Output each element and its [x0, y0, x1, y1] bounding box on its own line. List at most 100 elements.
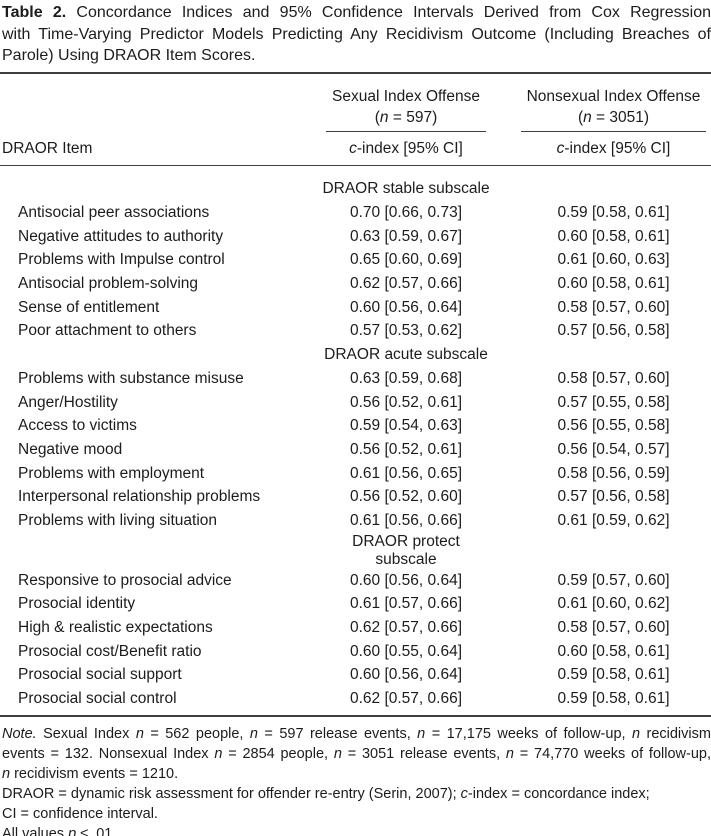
table-row: Problems with substance misuse 0.63 [0.5… — [0, 367, 711, 391]
item-label: Negative attitudes to authority — [18, 227, 224, 245]
item-label: Sense of entitlement — [18, 298, 160, 316]
table-row: Anger/Hostility 0.56 [0.52, 0.61] 0.57 [… — [0, 391, 711, 415]
cindex-nonsexual: 0.59 [0.58, 0.61] — [557, 666, 670, 684]
note-line: DRAOR = dynamic risk assessment for offe… — [2, 785, 650, 802]
cindex-sexual: 0.56 [0.52, 0.61] — [349, 440, 463, 458]
subscale-heading-row: DRAOR stable subscale — [0, 178, 711, 202]
table-row: Antisocial problem-solving 0.62 [0.57, 0… — [0, 272, 711, 296]
item-label: Prosocial identity — [18, 595, 136, 613]
cindex-sexual: 0.63 [0.59, 0.68] — [349, 369, 463, 387]
item-label: Interpersonal relationship problems — [18, 488, 261, 506]
cindex-sexual: 0.59 [0.54, 0.63] — [349, 417, 463, 435]
item-label: Anger/Hostility — [18, 393, 118, 411]
item-label: Problems with substance misuse — [18, 369, 244, 387]
column-header-cindex-nonsexual: c-index [95% CI] — [491, 131, 711, 166]
item-label: Access to victims — [18, 417, 137, 435]
cindex-nonsexual: 0.58 [0.56, 0.59] — [557, 464, 670, 482]
cindex-sexual: 0.63 [0.59, 0.67] — [349, 227, 463, 245]
cindex-sexual: 0.57 [0.53, 0.62] — [349, 322, 463, 340]
cindex-nonsexual: 0.59 [0.57, 0.60] — [557, 571, 670, 589]
table-row: Negative mood 0.56 [0.52, 0.61] 0.56 [0.… — [0, 438, 711, 462]
table-row: Prosocial social support 0.60 [0.56, 0.6… — [0, 664, 711, 688]
caption-line: with Time-Varying Predictor Models Predi… — [2, 25, 711, 43]
column-group-header-row: Sexual Index Offense (n = 597) Nonsexual… — [0, 73, 711, 132]
cindex-nonsexual: 0.56 [0.54, 0.57] — [557, 440, 670, 458]
cindex-sexual: 0.62 [0.57, 0.66] — [349, 690, 463, 708]
column-header-row: DRAOR Item c-index [95% CI] c-index [95%… — [0, 131, 711, 166]
cindex-nonsexual: 0.58 [0.57, 0.60] — [557, 619, 670, 637]
table-row: Prosocial social control 0.62 [0.57, 0.6… — [0, 687, 711, 711]
col-group-title: Sexual Index Offense — [332, 87, 480, 105]
col-group-title: Nonsexual Index Offense — [526, 87, 701, 105]
item-label: Antisocial peer associations — [18, 204, 210, 222]
note-line: n recidivism events = 1210. — [2, 765, 179, 782]
table-row: Problems with living situation 0.61 [0.5… — [0, 509, 711, 533]
table-row: Problems with Impulse control 0.65 [0.60… — [0, 249, 711, 273]
table-row: High & realistic expectations 0.62 [0.57… — [0, 616, 711, 640]
cindex-sexual: 0.61 [0.56, 0.66] — [349, 511, 463, 529]
spacer-row — [0, 711, 711, 716]
table-row: Prosocial identity 0.61 [0.57, 0.66] 0.6… — [0, 593, 711, 617]
item-label: Antisocial problem-solving — [18, 275, 199, 293]
caption-line: Table 2. Concordance Indices and 95% Con… — [2, 4, 711, 21]
subscale-heading: DRAOR acute subscale — [324, 346, 488, 364]
note-line: CI = confidence interval. — [2, 805, 158, 822]
cindex-sexual: 0.62 [0.57, 0.66] — [349, 619, 463, 637]
subscale-heading-row: DRAOR acute subscale — [0, 343, 711, 367]
col-group-n: (n = 597) — [374, 108, 438, 126]
item-label: Problems with living situation — [18, 511, 218, 529]
table-row: Negative attitudes to authority 0.63 [0.… — [0, 225, 711, 249]
table-row: Access to victims 0.59 [0.54, 0.63] 0.56… — [0, 414, 711, 438]
subscale-heading-row: DRAOR protect subscale — [0, 533, 711, 569]
table-row: Prosocial cost/Benefit ratio 0.60 [0.55,… — [0, 640, 711, 664]
subscale-heading: DRAOR protect subscale — [352, 532, 460, 568]
caption-line: Parole) Using DRAOR Item Scores. — [2, 47, 256, 64]
cindex-nonsexual: 0.61 [0.59, 0.62] — [557, 511, 670, 529]
cindex-sexual: 0.65 [0.60, 0.69] — [349, 251, 463, 269]
item-label: Prosocial cost/Benefit ratio — [18, 642, 202, 660]
column-header-cindex-sexual: c-index [95% CI] — [305, 131, 491, 166]
subscale-heading: DRAOR stable subscale — [322, 180, 490, 198]
item-label: Responsive to prosocial advice — [18, 571, 232, 589]
note-line: All values p ≤ .01. — [2, 825, 117, 836]
item-label: High & realistic expectations — [18, 619, 213, 637]
cindex-sexual: 0.60 [0.55, 0.64] — [349, 642, 463, 660]
table-caption: Table 2. Concordance Indices and 95% Con… — [0, 0, 711, 67]
cindex-nonsexual: 0.59 [0.58, 0.61] — [557, 690, 670, 708]
column-header-draor-item: DRAOR Item — [0, 131, 305, 166]
cindex-nonsexual: 0.56 [0.55, 0.58] — [557, 417, 670, 435]
table-row: Problems with employment 0.61 [0.56, 0.6… — [0, 462, 711, 486]
cindex-sexual: 0.56 [0.52, 0.60] — [349, 488, 463, 506]
note-line: Note. Sexual Index n = 562 people, n = 5… — [2, 725, 711, 742]
cindex-nonsexual: 0.61 [0.60, 0.63] — [557, 251, 670, 269]
col-group-sexual-index: Sexual Index Offense (n = 597) — [326, 86, 486, 132]
cindex-nonsexual: 0.57 [0.56, 0.58] — [557, 322, 670, 340]
cindex-sexual: 0.60 [0.56, 0.64] — [349, 571, 463, 589]
cindex-sexual: 0.61 [0.57, 0.66] — [349, 595, 463, 613]
cindex-nonsexual: 0.57 [0.56, 0.58] — [557, 488, 670, 506]
table-row: Poor attachment to others 0.57 [0.53, 0.… — [0, 320, 711, 344]
col-group-nonsexual-index: Nonsexual Index Offense (n = 3051) — [520, 86, 707, 132]
cindex-nonsexual: 0.60 [0.58, 0.61] — [557, 227, 670, 245]
cindex-sexual: 0.62 [0.57, 0.66] — [349, 275, 463, 293]
spacer-row — [0, 166, 711, 178]
cindex-nonsexual: 0.57 [0.55, 0.58] — [557, 393, 670, 411]
cindex-nonsexual: 0.59 [0.58, 0.61] — [557, 204, 670, 222]
table-row: Responsive to prosocial advice 0.60 [0.5… — [0, 569, 711, 593]
cindex-nonsexual: 0.60 [0.58, 0.61] — [557, 275, 670, 293]
item-label: Problems with Impulse control — [18, 251, 225, 269]
table-note: Note. Sexual Index n = 562 people, n = 5… — [0, 724, 711, 836]
cindex-sexual: 0.61 [0.56, 0.65] — [349, 464, 463, 482]
item-label: Prosocial social support — [18, 666, 182, 684]
table-row: Sense of entitlement 0.60 [0.56, 0.64] 0… — [0, 296, 711, 320]
table-row: Interpersonal relationship problems 0.56… — [0, 485, 711, 509]
note-line: events = 132. Nonsexual Index n = 2854 p… — [2, 745, 711, 762]
item-label: Poor attachment to others — [18, 322, 197, 340]
col-group-n: (n = 3051) — [577, 108, 650, 126]
table-row: Antisocial peer associations 0.70 [0.66,… — [0, 201, 711, 225]
cindex-nonsexual: 0.61 [0.60, 0.62] — [557, 595, 670, 613]
cindex-sexual: 0.70 [0.66, 0.73] — [349, 204, 463, 222]
cindex-sexual: 0.60 [0.56, 0.64] — [349, 666, 463, 684]
item-label: Negative mood — [18, 440, 123, 458]
